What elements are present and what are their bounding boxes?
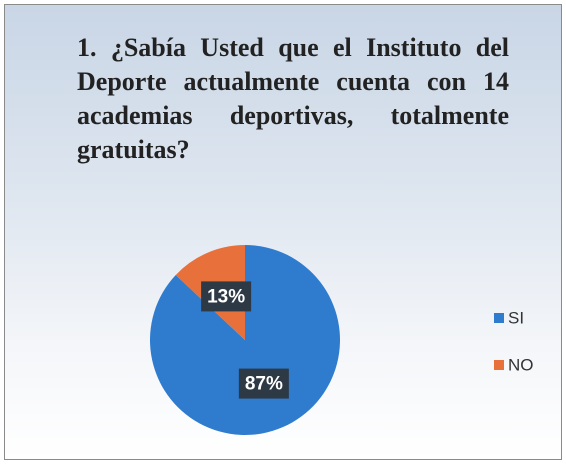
data-label-box	[238, 368, 289, 399]
legend-label: SI	[508, 308, 524, 327]
legend-label: NO	[508, 355, 534, 374]
data-label: 87%	[245, 374, 283, 395]
legend-swatch	[494, 313, 504, 323]
chart-title: 1. ¿Sabía Usted que el Instituto del Dep…	[77, 33, 509, 164]
data-label-box	[201, 281, 252, 312]
pie-slice	[150, 245, 341, 436]
data-label: 13%	[207, 286, 245, 307]
legend-swatch	[494, 360, 504, 370]
